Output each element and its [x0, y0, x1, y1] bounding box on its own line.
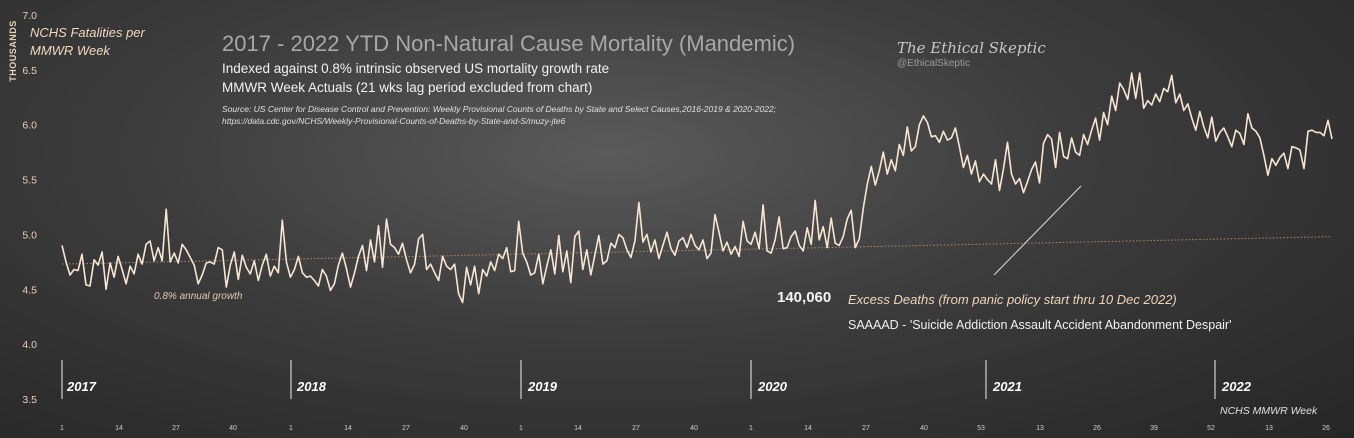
x-tick-label: 1 — [289, 425, 293, 432]
series-layer — [61, 72, 1333, 304]
x-tick-label: 26 — [1322, 425, 1330, 432]
x-tick-label: 27 — [632, 425, 640, 432]
x-tick-label: 40 — [690, 425, 698, 432]
excess-pointer-line — [993, 185, 1082, 276]
brand-name: The Ethical Skeptic — [897, 39, 1046, 57]
x-tick-label: 1 — [749, 425, 753, 432]
year-label-2017: 2017 — [67, 379, 96, 394]
growth-baseline-label: 0.8% annual growth — [154, 291, 243, 302]
series-label: NCHS Fatalities per MMWR Week — [30, 25, 145, 58]
chart-subtitle-1: Indexed against 0.8% intrinsic observed … — [222, 61, 610, 76]
chart-title: 2017 - 2022 YTD Non-Natural Cause Mortal… — [222, 31, 796, 56]
brand-handle: @EthicalSkeptic — [897, 58, 970, 69]
year-label-2018: 2018 — [297, 379, 326, 394]
y-tick-label: 4.5 — [22, 284, 37, 296]
x-tick-label: 53 — [977, 425, 985, 432]
x-tick-label: 52 — [1207, 425, 1215, 432]
x-tick-label: 14 — [804, 425, 812, 432]
x-tick-label: 13 — [1036, 425, 1044, 432]
x-tick-label: 40 — [460, 425, 468, 432]
year-label-2022: 2022 — [1222, 379, 1251, 394]
x-tick-label: 40 — [920, 425, 928, 432]
year-label-2021: 2021 — [993, 379, 1022, 394]
y-tick-label: 7.0 — [22, 10, 37, 22]
x-tick-label: 14 — [574, 425, 582, 432]
y-tick-label: 4.0 — [22, 339, 37, 351]
x-tick-label: 14 — [344, 425, 352, 432]
excess-deaths-text: Excess Deaths (from panic policy start t… — [848, 292, 1177, 307]
x-axis-title: NCHS MMWR Week — [1220, 405, 1318, 417]
saaaad-definition: SAAAAD - 'Suicide Addiction Assault Acci… — [848, 318, 1232, 332]
growth-baseline-line — [61, 236, 1333, 265]
year-label-2019: 2019 — [528, 379, 557, 394]
y-tick-label: 3.5 — [22, 394, 37, 406]
y-tick-label: 5.5 — [22, 175, 37, 187]
x-tick-label: 39 — [1150, 425, 1158, 432]
y-tick-label: 6.5 — [22, 65, 37, 77]
excess-deaths-number: 140,060 — [777, 289, 832, 306]
axis-layer: 3.5 4.0 4.5 5.0 5.5 6.0 6.5 7.0 1 14 27 40 1 14 27 40 1 1… — [22, 10, 1330, 432]
y-tick-label: 5.0 — [22, 229, 37, 241]
x-tick-label: 27 — [402, 425, 410, 432]
baseline-layer — [61, 236, 1333, 265]
x-tick-label: 1 — [519, 425, 523, 432]
year-label-2020: 2020 — [758, 379, 787, 394]
source-note: Source: US Center for Disease Control an… — [222, 104, 777, 126]
y-tick-label: 6.0 — [22, 120, 37, 132]
x-tick-label: 13 — [1265, 425, 1273, 432]
series-line-fatalities — [61, 72, 1333, 304]
x-tick-label: 26 — [1093, 425, 1101, 432]
y-axis-unit-label: THOUSANDS — [7, 20, 18, 82]
x-tick-label: 40 — [229, 425, 237, 432]
x-tick-label: 1 — [60, 425, 64, 432]
x-tick-label: 14 — [115, 425, 123, 432]
chart-subtitle-2: MMWR Week Actuals (21 wks lag period exc… — [222, 80, 593, 95]
x-tick-label: 27 — [862, 425, 870, 432]
x-tick-label: 27 — [172, 425, 180, 432]
